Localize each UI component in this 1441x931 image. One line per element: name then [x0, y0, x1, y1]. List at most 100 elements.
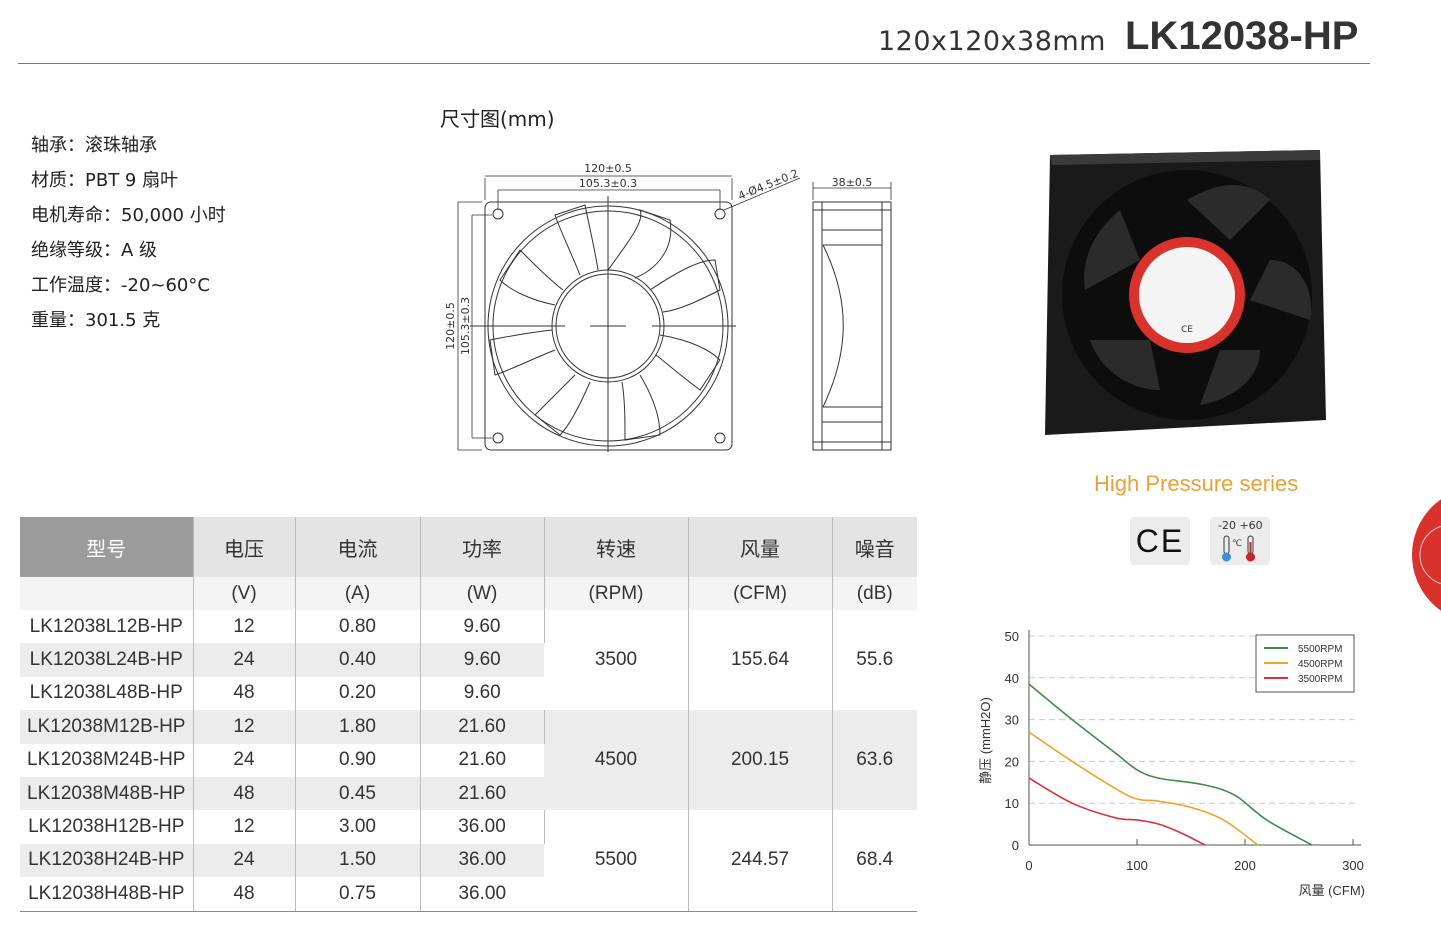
- drawing-title: 尺寸图(mm): [440, 107, 555, 131]
- spec-label: 电机寿命：: [31, 205, 121, 226]
- table-row: LK12038H48B-HP 48 0.75 36.00: [20, 877, 917, 911]
- power-cell: 36.00: [458, 882, 507, 904]
- spec-label: 轴承：: [31, 135, 85, 156]
- temp-low: -20: [1218, 519, 1236, 532]
- voltage-cell: 24: [193, 843, 296, 878]
- unit-cell: (A): [295, 577, 421, 610]
- pq-chart: 0 10 20 30 40 50 0 100 200 300 风量 (CFM) 静压 (mmH2O) 5…: [978, 629, 1365, 898]
- x-tick-label: 300: [1342, 858, 1364, 873]
- current-cell: 0.40: [295, 643, 421, 677]
- temperature-badge: -20 +60 ℃: [1210, 517, 1270, 565]
- dim-height-outer: 120±0.5: [444, 302, 457, 350]
- x-tick-label: 100: [1126, 858, 1148, 873]
- y-tick-label: 40: [1005, 671, 1019, 686]
- table-row: LK12038L24B-HP 24 0.40 9.60: [20, 643, 917, 677]
- col-current: 电流: [295, 517, 421, 577]
- header-model: LK12038-HP: [1125, 14, 1359, 58]
- power-cell: 21.60: [420, 776, 544, 811]
- spec-weight: 重量：301.5 克: [31, 306, 160, 332]
- spec-temperature: 工作温度：-20~60°C: [31, 271, 210, 297]
- speed-cell: 4500: [544, 710, 689, 811]
- product-photo: CE: [1045, 150, 1326, 435]
- unit-cell: (RPM): [544, 577, 689, 610]
- y-tick-label: 10: [1005, 796, 1019, 811]
- spec-value: 滚珠轴承: [85, 135, 157, 156]
- legend-label: 3500RPM: [1298, 674, 1342, 685]
- model-cell: LK12038L48B-HP: [20, 676, 194, 711]
- fan-front-view: [470, 196, 736, 452]
- current-cell: 0.90: [295, 743, 421, 777]
- col-noise: 噪音: [832, 517, 917, 577]
- spec-value: PBT 9 扇叶: [85, 170, 179, 191]
- spec-value: 301.5 克: [85, 310, 161, 331]
- voltage-cell: 24: [193, 743, 296, 777]
- model-cell: LK12038H12B-HP: [20, 810, 194, 844]
- model-cell: LK12038M12B-HP: [20, 710, 194, 744]
- thermometer-icon: ℃: [1222, 535, 1255, 562]
- spec-label: 材质：: [31, 170, 85, 191]
- model-cell: LK12038H24B-HP: [20, 843, 194, 878]
- unit-cell: (V): [193, 577, 296, 610]
- y-tick-label: 50: [1005, 629, 1019, 644]
- y-axis-label: 静压 (mmH2O): [978, 697, 993, 784]
- spec-label: 重量：: [31, 310, 85, 331]
- model-cell: LK12038M24B-HP: [20, 743, 194, 777]
- spec-insulation: 绝缘等级：A 级: [31, 236, 157, 262]
- speed-cell: 3500: [544, 610, 689, 711]
- unit-cell: (W): [420, 577, 545, 610]
- noise-cell: 68.4: [832, 810, 917, 911]
- power-cell: 9.60: [420, 643, 544, 677]
- header-divider: [18, 63, 1370, 64]
- header-size: 120x120x38mm: [878, 26, 1106, 57]
- power-cell: 36.00: [420, 843, 544, 878]
- unit-cell: (CFM): [688, 577, 833, 610]
- table-row: LK12038M24B-HP 24 0.90 21.60: [20, 743, 917, 777]
- side-logo-icon: [1412, 499, 1441, 611]
- y-tick-label: 30: [1005, 713, 1019, 728]
- airflow-cell: 244.57: [688, 810, 833, 911]
- voltage-cell: 24: [193, 643, 296, 677]
- power-cell: 9.60: [420, 610, 545, 644]
- spec-value: A 级: [121, 240, 158, 261]
- current-cell: 3.00: [295, 810, 421, 844]
- table-bottom-rule: [20, 911, 917, 912]
- photo-ce-mark: CE: [1181, 325, 1193, 335]
- series-line-3500RPM: [1028, 777, 1206, 846]
- spec-bearing: 轴承：滚珠轴承: [31, 131, 157, 157]
- legend-label: 4500RPM: [1298, 659, 1342, 670]
- table-header: 型号 电压 电流 功率 转速 风量 噪音: [20, 517, 917, 577]
- spec-table: 型号 电压 电流 功率 转速 风量 噪音 (V) (A) (W) (RPM) (…: [20, 517, 917, 911]
- col-model: 型号: [20, 517, 194, 577]
- dim-width-inner: 105.3±0.3: [579, 177, 637, 190]
- power-cell: 21.60: [458, 749, 507, 771]
- model-cell: LK12038L24B-HP: [20, 643, 194, 677]
- temp-high: +60: [1239, 519, 1263, 532]
- power-cell: 21.60: [420, 710, 545, 744]
- voltage-cell: 48: [193, 676, 296, 711]
- table-row: LK12038H12B-HP 12 3.00 36.00 5500 244.57 68.4: [20, 810, 917, 911]
- x-tick-label: 200: [1234, 858, 1256, 873]
- speed-cell: 5500: [544, 810, 689, 911]
- model-cell: LK12038H48B-HP: [20, 877, 194, 911]
- dim-hole: 4-Ø4.5±0.2: [736, 167, 800, 203]
- col-airflow: 风量: [688, 517, 833, 577]
- spec-label: 绝缘等级：: [31, 240, 121, 261]
- spec-life: 电机寿命：50,000 小时: [31, 201, 226, 227]
- series-line-4500RPM: [1028, 731, 1259, 846]
- spec-value: 50,000 小时: [121, 205, 226, 226]
- current-cell: 0.20: [295, 676, 421, 711]
- col-speed: 转速: [544, 517, 689, 577]
- dim-height-inner: 105.3±0.3: [459, 297, 472, 355]
- units-row: (V) (A) (W) (RPM) (CFM) (dB): [20, 577, 917, 610]
- x-tick-label: 0: [1025, 858, 1032, 873]
- airflow-cell: 155.64: [688, 610, 833, 711]
- current-cell: 0.45: [295, 776, 421, 811]
- spec-label: 工作温度：: [31, 275, 121, 296]
- spec-value: -20~60°C: [121, 275, 210, 296]
- table-row: LK12038L12B-HP 12 0.80 9.60 3500 155.64 55.6: [20, 610, 917, 711]
- fan-side-view: [812, 182, 892, 451]
- current-cell: 1.80: [295, 710, 421, 744]
- power-cell: 9.60: [463, 682, 501, 704]
- voltage-cell: 48: [193, 877, 296, 911]
- dimension-drawing: 120±0.5 105.3±0.3 4-Ø4.5±0.2 120±0.5 105…: [444, 162, 892, 452]
